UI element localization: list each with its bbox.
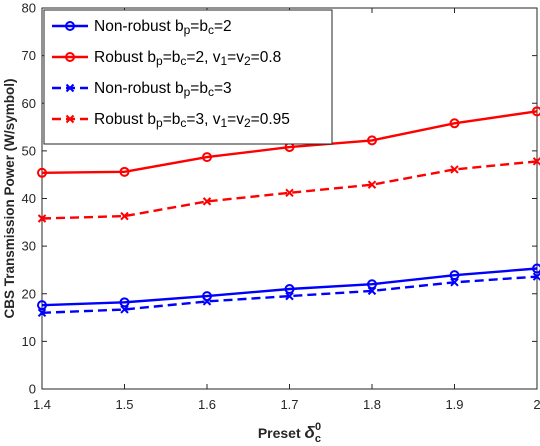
data-point (202, 197, 212, 206)
legend-box (43, 9, 333, 145)
data-point (367, 286, 377, 296)
y-tick-label: 40 (22, 191, 36, 206)
y-tick-label: 0 (29, 382, 36, 397)
legend-marker (65, 114, 75, 124)
data-point (37, 300, 47, 311)
x-tick-label: 1.4 (33, 397, 51, 412)
x-tick-label: 1.7 (280, 397, 298, 412)
data-point (202, 152, 212, 163)
series-line-2 (41, 110, 538, 174)
y-axis-label: CBS Transmission Power (W/symbol) (2, 78, 17, 318)
data-point (202, 297, 212, 306)
y-tick-label: 10 (22, 334, 36, 349)
data-point (532, 157, 540, 166)
data-point (120, 211, 129, 221)
x-axis-label: Preset δc0 (258, 421, 321, 445)
legend-marker (65, 83, 75, 93)
x-tick-label: 1.5 (115, 397, 133, 412)
y-tick-label: 70 (22, 48, 36, 63)
data-point (285, 291, 294, 301)
y-tick-label: 80 (22, 1, 36, 16)
data-point (449, 270, 460, 281)
data-point (119, 297, 130, 308)
legend-entry: Robust bp=bc=3, v1=v2=0.95 (94, 111, 290, 130)
data-point (284, 283, 295, 294)
data-point (532, 272, 540, 281)
axes-frame (41, 7, 538, 390)
y-tick-label: 30 (22, 239, 36, 254)
data-point (37, 214, 47, 223)
legend-marker (65, 21, 75, 31)
data-point (367, 279, 377, 290)
legend-entry: Robust bp=bc=2, v1=v2=0.8 (94, 49, 281, 68)
data-point (367, 135, 377, 146)
x-tick-label: 2 (533, 397, 540, 412)
data-point (450, 165, 459, 174)
data-point (449, 118, 460, 129)
data-point (119, 166, 130, 177)
series-line-1 (41, 267, 538, 307)
legend-entry: Non-robust bp=bc=3 (94, 80, 232, 99)
legend-entry: Non-robust bp=bc=2 (94, 18, 232, 37)
x-tick-label: 1.8 (363, 397, 381, 412)
legend: Non-robust bp=bc=2 Robust bp=bc=2, v1=v2=… (43, 9, 333, 145)
data-point (120, 305, 129, 314)
data-point (532, 263, 540, 274)
data-point (367, 180, 377, 189)
legend-marker (65, 52, 75, 62)
x-tick-label: 1.9 (445, 397, 463, 412)
data-point (532, 106, 540, 117)
data-point (37, 308, 47, 318)
x-tick-label: 1.6 (198, 397, 216, 412)
y-tick-label: 60 (22, 96, 36, 111)
data-point (37, 167, 47, 178)
data-point (285, 188, 294, 197)
y-tick-label: 50 (22, 143, 36, 158)
y-tick-label: 20 (22, 286, 36, 301)
data-point (450, 278, 459, 287)
